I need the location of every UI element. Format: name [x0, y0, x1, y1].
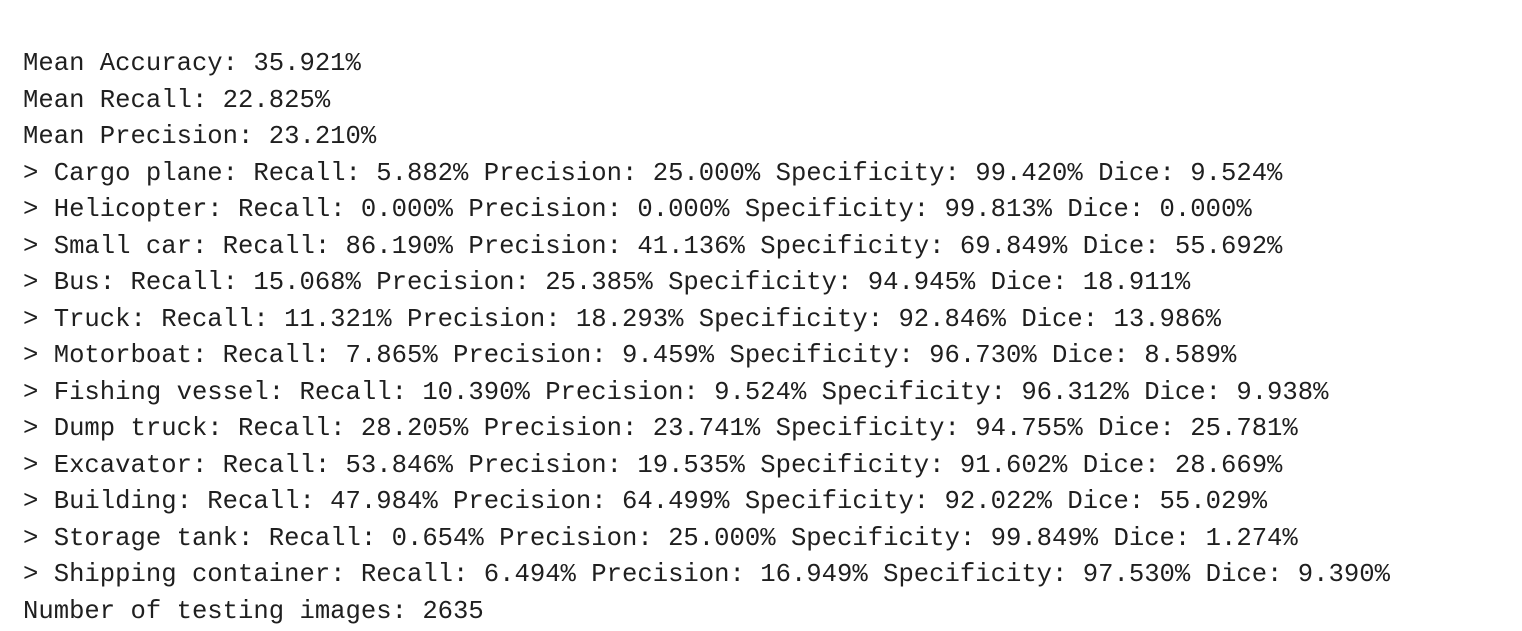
output-line: Mean Precision: 23.210% [23, 122, 377, 151]
output-line: Number of testing images: 2635 [23, 596, 484, 626]
output-line: > Bus: Recall: 15.068% Precision: 25.385… [23, 268, 1191, 297]
output-line: > Shipping container: Recall: 6.494% Pre… [23, 560, 1390, 589]
console-output: Mean Accuracy: 35.921% Mean Recall: 22.82… [23, 46, 1390, 630]
output-line: > Building: Recall: 47.984% Precision: 6… [23, 487, 1268, 516]
output-line: > Helicopter: Recall: 0.000% Precision: … [23, 195, 1252, 224]
output-line: Mean Accuracy: 35.921% [23, 49, 361, 78]
output-line: > Storage tank: Recall: 0.654% Precision… [23, 523, 1298, 553]
output-line: > Dump truck: Recall: 28.205% Precision:… [23, 414, 1298, 443]
output-line: Mean Recall: 22.825% [23, 85, 331, 115]
output-line: > Excavator: Recall: 53.846% Precision: … [23, 450, 1283, 480]
output-line: > Small car: Recall: 86.190% Precision: … [23, 231, 1283, 261]
output-line: > Motorboat: Recall: 7.865% Precision: 9… [23, 341, 1237, 370]
output-line: > Truck: Recall: 11.321% Precision: 18.2… [23, 304, 1221, 334]
output-line: > Fishing vessel: Recall: 10.390% Precis… [23, 377, 1329, 407]
output-line: > Cargo plane: Recall: 5.882% Precision:… [23, 158, 1283, 188]
